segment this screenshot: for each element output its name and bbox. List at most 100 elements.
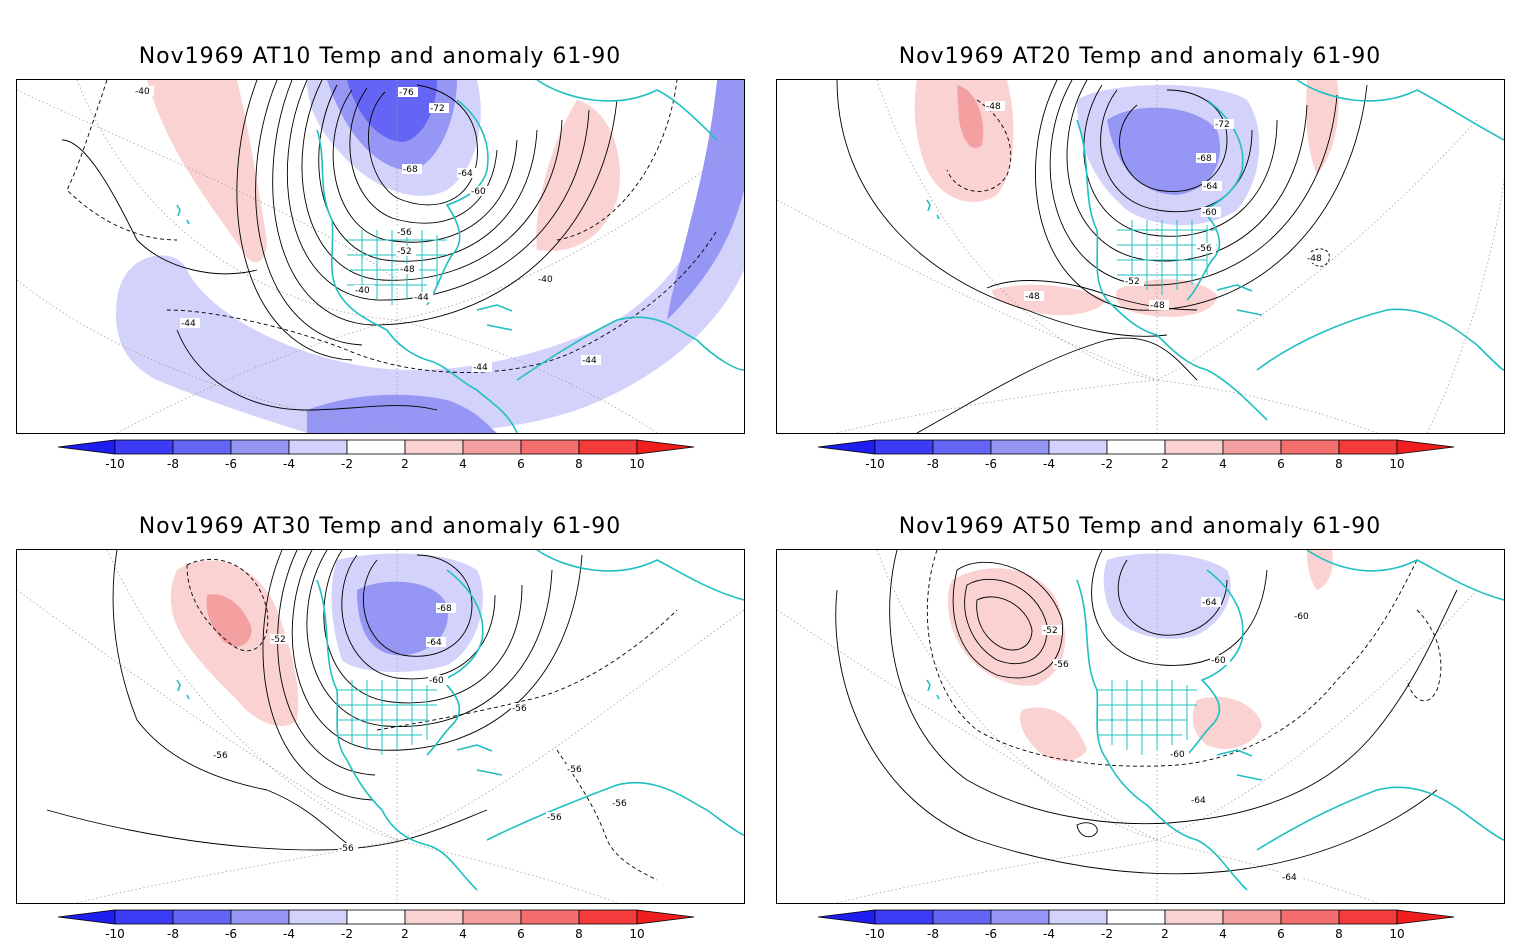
contour-label: -56 — [339, 844, 354, 854]
coastline — [926, 679, 940, 700]
contour-label-bg — [985, 101, 1005, 111]
contour-label: -56 — [213, 751, 228, 761]
colorbar-segment — [114, 909, 174, 925]
contour-label: -52 — [271, 635, 286, 645]
anomaly-shade — [1306, 80, 1339, 175]
colorbar-label: 4 — [459, 927, 467, 941]
coastline — [536, 80, 718, 141]
colorbar-label: 4 — [1219, 457, 1227, 471]
coastline — [316, 129, 518, 433]
coastline — [1296, 80, 1504, 141]
colorbar-segment — [932, 439, 992, 455]
contour-labels: -68 -64 -52 -60 -56 -56 -56 -56 -56 -56 — [212, 603, 631, 854]
colorbar-label: 8 — [1335, 927, 1343, 941]
coastline — [516, 316, 744, 381]
contour-label: -52 — [1125, 277, 1140, 287]
contour-label-bg — [537, 274, 557, 284]
anomaly-shade — [147, 80, 267, 263]
contour-label-bg — [546, 812, 566, 822]
contour-label: -52 — [397, 247, 412, 257]
anomaly-shade — [536, 100, 621, 251]
contour-label-bg — [581, 355, 601, 365]
contour-label: -64 — [427, 638, 442, 648]
contour-label: -68 — [1197, 154, 1212, 164]
colorbar-label: -2 — [1101, 927, 1113, 941]
contour-label-bg — [402, 164, 422, 174]
colorbar-segment — [404, 439, 464, 455]
contour-label: -52 — [1043, 626, 1058, 636]
colorbar-label: -2 — [1101, 457, 1113, 471]
colorbar-segment — [520, 909, 580, 925]
colorbar-segment — [1048, 439, 1108, 455]
contour-label-bg — [1202, 181, 1222, 191]
contour-label: -72 — [430, 104, 445, 114]
colorbar-segment — [932, 909, 992, 925]
contour-label-bg — [180, 318, 200, 328]
coastline — [1216, 284, 1263, 316]
state-borders — [337, 680, 437, 755]
panel-title: Nov1969 AT50 Temp and anomaly 61-90 — [898, 514, 1382, 539]
colorbar: -10 -8 -6 -4 -2 2 4 6 8 10 — [58, 909, 695, 941]
contour-label: -40 — [135, 87, 150, 97]
contour-label-bg — [1124, 276, 1144, 286]
contour-label-bg — [511, 703, 531, 713]
colorbar: -10 -8 -6 -4 -2 2 4 6 8 10 — [818, 439, 1455, 471]
colorbar-label: -8 — [927, 927, 939, 941]
panel-title: Nov1969 AT10 Temp and anomaly 61-90 — [138, 44, 622, 69]
contour-label-bg — [1196, 153, 1216, 163]
anomaly-shade — [206, 594, 252, 647]
contour-label: -56 — [567, 765, 582, 775]
anomaly-shade — [307, 394, 497, 433]
map-svg: -68 -64 -52 -60 -56 -56 -56 -56 -56 -56 — [17, 550, 744, 903]
colorbar-label: -2 — [341, 927, 353, 941]
contour-label-bg — [134, 86, 154, 96]
colorbar-segment — [288, 439, 348, 455]
contour-label-bg — [396, 227, 416, 237]
colorbar-label: -8 — [167, 927, 179, 941]
coastline — [426, 99, 489, 306]
map-svg: -40 -76 -72 -68 -64 -60 -56 -52 -48 -40 -44 -40 -44 -… — [17, 80, 744, 433]
contour-label: -56 — [512, 704, 527, 714]
contour-label-bg — [1214, 119, 1234, 129]
contour-label: -56 — [1197, 244, 1212, 254]
map-panel-at10: Nov1969 AT10 Temp and anomaly 61-90 — [0, 0, 760, 471]
map-frame: -64 -60 -52 -56 -60 -60 -64 -64 — [776, 549, 1505, 904]
coastline — [486, 781, 744, 841]
colorbar-label: 10 — [629, 927, 644, 941]
coastline — [1216, 749, 1263, 781]
contour-label: -68 — [437, 604, 452, 614]
anomaly-shade — [1116, 279, 1217, 317]
contour-label: -48 — [986, 102, 1001, 112]
colorbar-label: 6 — [517, 927, 525, 941]
colorbar-label: 2 — [1161, 927, 1169, 941]
map-svg: -48 -72 -68 -64 -60 -56 -52 -48 -48 -48 — [777, 80, 1504, 433]
colorbar-segment — [172, 909, 232, 925]
colorbar-arrow-left — [818, 439, 876, 455]
colorbar-segment — [1164, 439, 1224, 455]
colorbar-label: -10 — [105, 927, 125, 941]
colorbar: -10 -8 -6 -4 -2 2 4 6 8 10 — [818, 909, 1455, 941]
colorbar-segment — [1048, 909, 1108, 925]
contour-label-bg — [396, 246, 416, 256]
colorbar-label: -8 — [927, 457, 939, 471]
colorbar-arrow-right — [636, 909, 695, 925]
contour-label: -60 — [1170, 750, 1185, 760]
colorbar-arrow-right — [1396, 909, 1455, 925]
coastline — [1076, 579, 1248, 891]
anomaly-shade — [357, 581, 448, 656]
contour-label-bg — [1210, 655, 1230, 665]
colorbar-label: -4 — [1043, 927, 1055, 941]
contour-label: -64 — [1202, 598, 1217, 608]
contour-label-bg — [429, 103, 449, 113]
contour-label-bg — [426, 637, 446, 647]
colorbar-label: -2 — [341, 457, 353, 471]
contour-label-bg — [457, 168, 477, 178]
contour-label: -56 — [397, 228, 412, 238]
contour-label-bg — [1281, 872, 1301, 882]
state-borders — [1117, 220, 1217, 295]
colorbar-label: 10 — [1389, 457, 1404, 471]
colorbar-segment — [1280, 439, 1340, 455]
anomaly-shade — [1307, 550, 1333, 590]
coastline — [926, 199, 940, 220]
contour-label-bg — [1190, 795, 1210, 805]
